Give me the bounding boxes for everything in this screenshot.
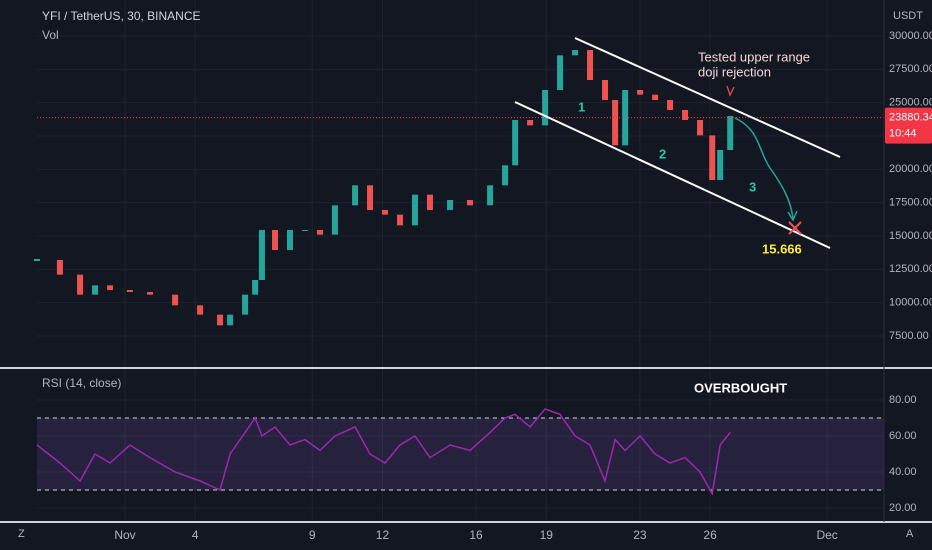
candle (426, 194, 433, 210)
wave-label: 3 (749, 179, 756, 194)
candle (502, 165, 509, 186)
y-tick-label: 10000.00 (889, 297, 932, 309)
candle (316, 230, 323, 235)
x-tick-label: Dec (816, 528, 837, 542)
target-label: 15.666 (762, 241, 802, 256)
candle (301, 230, 308, 231)
x-tick-label: 9 (309, 528, 316, 542)
candle (287, 230, 293, 250)
candle (272, 230, 279, 250)
candle (542, 90, 549, 126)
y-tick-label: 60.00 (889, 430, 917, 442)
x-tick-label: 23 (633, 528, 647, 542)
candle (527, 120, 534, 126)
wave-label: 1 (578, 99, 585, 114)
candle (602, 80, 609, 100)
last-price-label: 23880.34 (889, 112, 932, 124)
candle (126, 290, 133, 292)
wave-label: 2 (659, 146, 666, 161)
candle (667, 100, 674, 110)
x-tick-label: 19 (540, 528, 554, 542)
candle (557, 55, 564, 90)
candle (107, 285, 114, 290)
candle (447, 200, 454, 210)
candle (331, 205, 338, 235)
candle (56, 260, 63, 275)
candle (147, 292, 154, 295)
candle (197, 305, 204, 315)
y-tick-label: 15000.00 (889, 230, 932, 242)
candle (587, 50, 594, 80)
rsi-line (36, 408, 731, 496)
corner-icon: Z (18, 528, 25, 540)
candle (352, 185, 359, 206)
x-tick-label: 4 (192, 528, 199, 542)
y-tick-label: 80.00 (889, 394, 917, 406)
candle (727, 116, 734, 150)
volume-label: Vol (42, 28, 59, 42)
y-tick-label: 20000.00 (889, 163, 932, 175)
candle (697, 120, 704, 136)
candle (252, 280, 259, 295)
marks-layer (34, 50, 884, 496)
candle (411, 194, 418, 226)
annotation: Tested upper range (698, 49, 810, 64)
candle (709, 135, 716, 180)
candle (242, 294, 249, 315)
x-tick-label: 26 (703, 528, 717, 542)
y-tick-label: 20.00 (889, 502, 917, 514)
y-tick-label: 40.00 (889, 466, 917, 478)
x-tick-label: 12 (376, 528, 390, 542)
grid-layer (37, 0, 884, 520)
corner-icon: A (906, 528, 914, 540)
y-tick-label: 25000.00 (889, 97, 932, 109)
annotation: doji rejection (698, 64, 771, 79)
upper-channel-line (574, 37, 841, 158)
y-tick-label: 12500.00 (889, 263, 932, 275)
x-tick-label: Nov (114, 528, 135, 542)
last-price-box (885, 107, 932, 144)
candle (612, 100, 619, 146)
y-tick-label: 17500.00 (889, 197, 932, 209)
candle (572, 50, 579, 56)
candle (367, 185, 374, 210)
candle (217, 314, 224, 326)
y-tick-label: 30000.00 (889, 30, 932, 42)
candle (487, 185, 494, 206)
candle (34, 259, 40, 261)
rsi-band (37, 418, 884, 490)
candle (512, 120, 519, 166)
projection-arrow (787, 210, 798, 222)
candle (92, 285, 99, 295)
candle (652, 94, 659, 100)
y-tick-label: 7500.00 (889, 330, 929, 342)
candle (382, 210, 389, 215)
projection-curve (734, 117, 794, 219)
candle (258, 230, 265, 280)
candle (637, 90, 644, 95)
x-tick-label: 16 (469, 528, 483, 542)
rsi-annotation: OVERBOUGHT (694, 380, 787, 395)
last-price-time: 10:44 (889, 128, 917, 140)
chart-title: YFI / TetherUS, 30, BINANCE (42, 9, 201, 23)
currency-label: USDT (893, 10, 923, 22)
candle (172, 294, 179, 306)
candle (227, 314, 234, 326)
lower-channel-line (514, 101, 831, 249)
rsi-title: RSI (14, close) (42, 376, 121, 390)
candle (466, 200, 473, 206)
note-arrow (726, 85, 735, 97)
candle (717, 150, 724, 180)
y-tick-label: 27500.00 (889, 63, 932, 75)
target-mark (788, 221, 802, 235)
candle (77, 274, 84, 295)
candle (682, 110, 689, 120)
candle (397, 214, 403, 226)
